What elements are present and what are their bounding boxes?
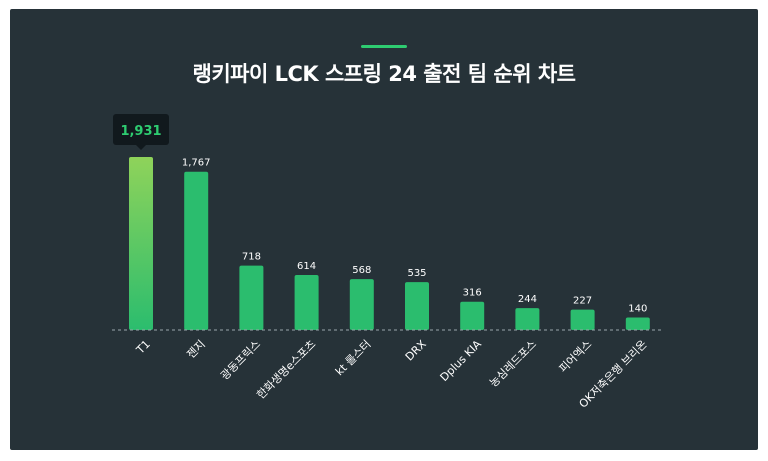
- bar-5: [349, 279, 374, 330]
- bar-3: [239, 265, 264, 330]
- category-label-3: 광동프릭스: [218, 338, 263, 383]
- category-label-7: Dplus KIA: [438, 337, 485, 384]
- category-label-6: DRX: [403, 337, 429, 363]
- chart-title: 랭키파이 LCK 스프링 24 출전 팀 순위 차트: [192, 62, 576, 86]
- category-label-1: T1: [133, 338, 153, 358]
- bar-8: [515, 308, 540, 330]
- category-label-5: kt 롤스터: [333, 338, 374, 379]
- bar-4: [294, 274, 319, 330]
- data-label-7: 316: [463, 288, 482, 299]
- category-label-9: 피어엑스: [557, 338, 595, 376]
- category-label-2: 젠지: [184, 338, 208, 362]
- title-accent-line: [361, 45, 407, 48]
- bar-9: [570, 309, 595, 330]
- data-label-2: 1,767: [182, 158, 211, 169]
- bar-2: [184, 171, 209, 330]
- data-label-10: 140: [628, 303, 647, 314]
- category-label-8: 농심레드포스: [487, 338, 539, 390]
- data-label-1: 1,931: [120, 124, 161, 139]
- bar-6: [405, 282, 429, 330]
- data-label-5: 568: [352, 265, 371, 276]
- data-label-8: 244: [518, 294, 537, 305]
- bar-10: [625, 317, 650, 330]
- data-label-3: 718: [242, 252, 261, 263]
- data-label-6: 535: [407, 268, 426, 279]
- tooltip-pointer: [136, 145, 146, 150]
- bar-7: [460, 301, 485, 330]
- data-label-4: 614: [297, 261, 316, 272]
- bar-1: [129, 157, 153, 330]
- data-label-9: 227: [573, 296, 592, 307]
- bars-group: [129, 157, 650, 330]
- highlight-tooltip: [113, 114, 169, 145]
- category-label-4: 한화생명e스포츠: [254, 338, 318, 402]
